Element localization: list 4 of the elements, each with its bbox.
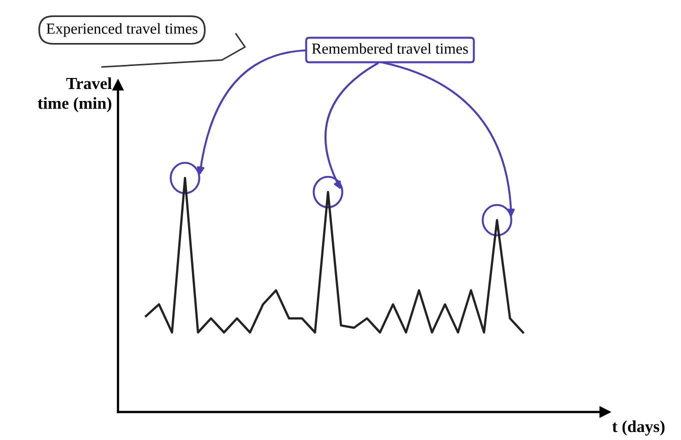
- text: Experienced travel times: [46, 23, 198, 37]
- text: Remembered travel times: [312, 43, 468, 54]
- y-axis-title: Travel time (min): [38, 77, 112, 112]
- x-axis-title: t (days): [612, 420, 665, 436]
